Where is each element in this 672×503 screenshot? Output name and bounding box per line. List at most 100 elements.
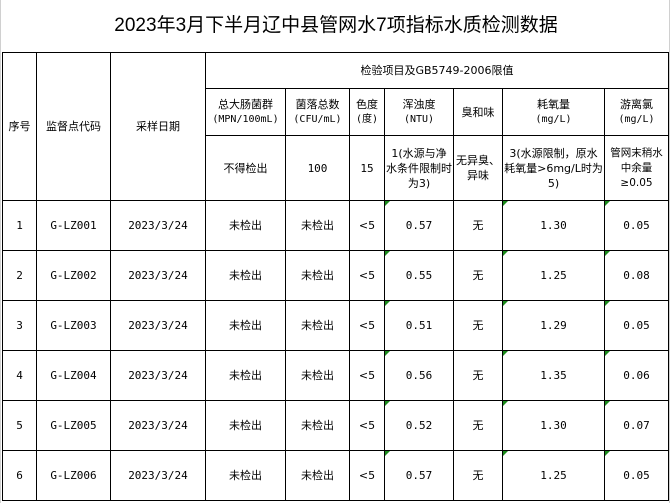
table-row: 2 G-LZ002 2023/3/24 未检出 未检出 <5 0.55 无 1.25 0.08 <box>2 250 669 301</box>
cell[interactable]: 0.05 <box>604 450 669 501</box>
cell[interactable]: 0.57 <box>384 450 454 501</box>
cell[interactable]: <5 <box>349 450 385 501</box>
cell[interactable]: 0.08 <box>604 250 669 301</box>
item-limit: 不得检出 <box>205 135 286 201</box>
cell[interactable]: 未检出 <box>285 300 350 351</box>
cell[interactable]: 无 <box>453 450 503 501</box>
item-unit: (mg/L) <box>618 114 655 125</box>
header-group: 检验项目及GB5749-2006限值 <box>205 52 669 89</box>
cell[interactable]: 2023/3/24 <box>110 350 206 401</box>
cell[interactable]: 0.52 <box>384 400 454 451</box>
item-unit: (MPN/100mL) <box>212 114 279 125</box>
cell[interactable]: 未检出 <box>205 350 286 401</box>
header-item-2: 色度 (度) <box>349 88 385 136</box>
cell[interactable]: G-LZ003 <box>36 300 111 351</box>
cell[interactable]: G-LZ004 <box>36 350 111 401</box>
cell[interactable]: 0.57 <box>384 200 454 251</box>
cell[interactable]: 未检出 <box>285 450 350 501</box>
item-limit: 15 <box>349 135 385 201</box>
cell[interactable]: 无 <box>453 200 503 251</box>
cell[interactable]: 3 <box>2 300 37 351</box>
table-row: 6 G-LZ006 2023/3/24 未检出 未检出 <5 0.57 无 1.25 0.05 <box>2 450 669 501</box>
item-name: 耗氧量 <box>537 98 570 111</box>
header-item-0: 总大肠菌群 (MPN/100mL) <box>205 88 286 136</box>
cell[interactable]: 无 <box>453 300 503 351</box>
cell[interactable]: 0.06 <box>604 350 669 401</box>
cell[interactable]: 未检出 <box>205 400 286 451</box>
cell[interactable]: G-LZ005 <box>36 400 111 451</box>
page-title: 2023年3月下半月辽中县管网水7项指标水质检测数据 <box>114 15 558 36</box>
header-item-5: 耗氧量 (mg/L) <box>502 88 605 136</box>
cell[interactable]: 1.25 <box>502 250 605 301</box>
cell[interactable]: 1 <box>2 200 37 251</box>
cell[interactable]: 0.56 <box>384 350 454 401</box>
item-name: 浑浊度 <box>402 98 436 111</box>
cell[interactable]: 2023/3/24 <box>110 250 206 301</box>
cell[interactable]: 未检出 <box>205 200 286 251</box>
cell[interactable]: 未检出 <box>285 250 350 301</box>
cell[interactable]: G-LZ002 <box>36 250 111 301</box>
cell[interactable]: 2023/3/24 <box>110 450 206 501</box>
cell[interactable]: G-LZ006 <box>36 450 111 501</box>
item-limit: 1(水源与净水条件限制时为3) <box>384 135 454 201</box>
cell[interactable]: 6 <box>2 450 37 501</box>
cell[interactable]: <5 <box>349 250 385 301</box>
cell[interactable]: 未检出 <box>285 200 350 251</box>
table-row: 4 G-LZ004 2023/3/24 未检出 未检出 <5 0.56 无 1.35 0.06 <box>2 350 669 401</box>
item-unit: (mg/L) <box>535 114 572 125</box>
cell[interactable]: 4 <box>2 350 37 401</box>
item-unit: (CFU/mL) <box>293 114 342 125</box>
cell[interactable]: 2023/3/24 <box>110 200 206 251</box>
header-item-3: 浑浊度 (NTU) <box>384 88 454 136</box>
item-name: 菌落总数 <box>295 98 340 111</box>
cell[interactable]: <5 <box>349 300 385 351</box>
cell[interactable]: 无 <box>453 250 503 301</box>
cell[interactable]: 0.05 <box>604 300 669 351</box>
item-unit: (度) <box>355 114 379 125</box>
item-limit: 3(水源限制，原水耗氧量>6mg/L时为5) <box>502 135 605 201</box>
cell[interactable]: 1.29 <box>502 300 605 351</box>
cell[interactable]: 5 <box>2 400 37 451</box>
cell[interactable]: 0.05 <box>604 200 669 251</box>
header-item-6: 游离氯 (mg/L) <box>604 88 669 136</box>
cell[interactable]: 1.30 <box>502 200 605 251</box>
cell[interactable]: G-LZ001 <box>36 200 111 251</box>
item-name: 游离氯 <box>620 98 653 111</box>
table-row: 1 G-LZ001 2023/3/24 未检出 未检出 <5 0.57 无 1.30 0.05 <box>2 200 669 251</box>
item-limit: 管网末稍水中余量≥0.05 <box>604 135 669 201</box>
cell[interactable]: 未检出 <box>285 400 350 451</box>
water-quality-table: 序号 监督点代码 采样日期 检验项目及GB5749-2006限值 总大肠菌群 (M… <box>2 52 669 501</box>
cell[interactable]: <5 <box>349 350 385 401</box>
item-name: 色度 <box>356 98 378 111</box>
item-limit: 无异臭、异味 <box>453 135 503 201</box>
cell[interactable]: 1.35 <box>502 350 605 401</box>
cell[interactable]: 未检出 <box>205 300 286 351</box>
cell[interactable]: 未检出 <box>285 350 350 401</box>
table-row: 5 G-LZ005 2023/3/24 未检出 未检出 <5 0.52 无 1.30 0.07 <box>2 400 669 451</box>
header-site: 监督点代码 <box>36 52 111 201</box>
cell[interactable]: 未检出 <box>205 450 286 501</box>
cell[interactable]: 1.25 <box>502 450 605 501</box>
header-seq: 序号 <box>2 52 37 201</box>
item-unit: (NTU) <box>403 114 435 125</box>
item-name: 总大肠菌群 <box>218 98 273 111</box>
cell[interactable]: 0.07 <box>604 400 669 451</box>
header-date: 采样日期 <box>110 52 206 201</box>
header-item-4: 臭和味 <box>453 88 503 136</box>
cell[interactable]: 1.30 <box>502 400 605 451</box>
header-item-1: 菌落总数 (CFU/mL) <box>285 88 350 136</box>
cell[interactable]: 无 <box>453 400 503 451</box>
cell[interactable]: 未检出 <box>205 250 286 301</box>
item-limit: 100 <box>285 135 350 201</box>
cell[interactable]: <5 <box>349 200 385 251</box>
cell[interactable]: 0.51 <box>384 300 454 351</box>
cell[interactable]: 2023/3/24 <box>110 400 206 451</box>
item-name: 臭和味 <box>461 105 495 119</box>
cell[interactable]: 2023/3/24 <box>110 300 206 351</box>
table-row: 3 G-LZ003 2023/3/24 未检出 未检出 <5 0.51 无 1.29 0.05 <box>2 300 669 351</box>
cell[interactable]: 0.55 <box>384 250 454 301</box>
cell[interactable]: <5 <box>349 400 385 451</box>
cell[interactable]: 无 <box>453 350 503 401</box>
cell[interactable]: 2 <box>2 250 37 301</box>
